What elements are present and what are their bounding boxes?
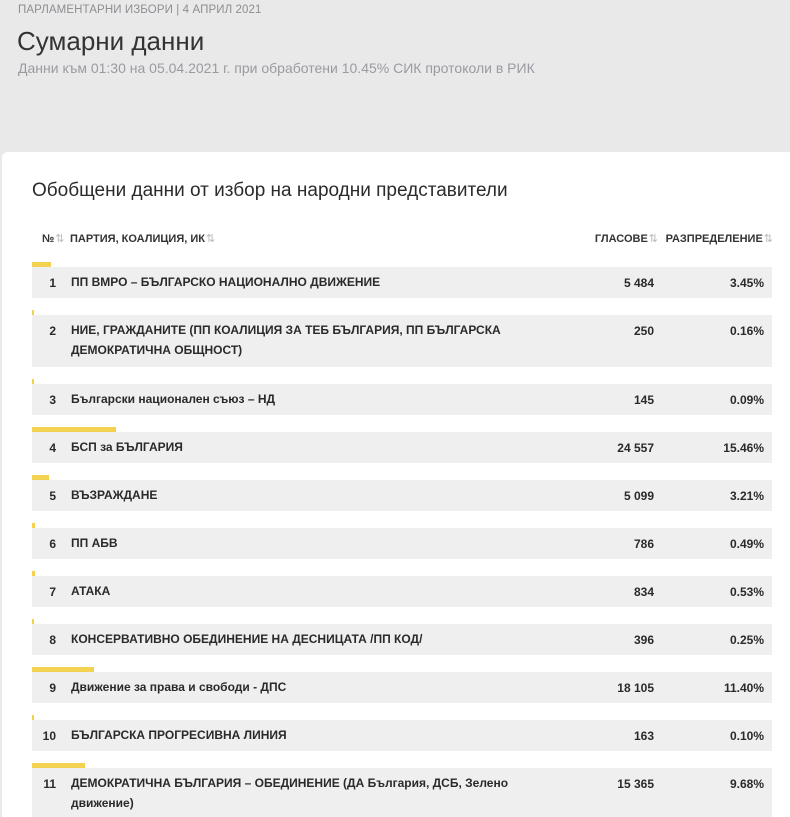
vote-share: 0.53%: [729, 585, 764, 599]
results-table-header: №⇅ ПАРТИЯ, КОАЛИЦИЯ, ИК⇅ ГЛАСОВЕ⇅ РАЗПРЕ…: [32, 232, 773, 252]
row-number: 8: [49, 633, 56, 647]
vote-share: 3.45%: [729, 276, 764, 290]
table-row[interactable]: 10 БЪЛГАРСКА ПРОГРЕСИВНА ЛИНИЯ 163 0.10%: [32, 715, 772, 751]
vote-share: 15.46%: [723, 441, 764, 455]
share-bar: [32, 475, 50, 480]
table-row[interactable]: 5 ВЪЗРАЖДАНЕ 5 099 3.21%: [32, 475, 772, 511]
row-body: 10 БЪЛГАРСКА ПРОГРЕСИВНА ЛИНИЯ 163 0.10%: [32, 720, 772, 751]
table-row[interactable]: 3 Български национален съюз – НД 145 0.09%: [32, 379, 772, 415]
column-header-party-label: ПАРТИЯ, КОАЛИЦИЯ, ИК: [70, 233, 205, 245]
party-name: ПП АБВ: [71, 536, 118, 550]
table-row[interactable]: 1 ПП ВМРО – БЪЛГАРСКО НАЦИОНАЛНО ДВИЖЕНИЕ…: [32, 262, 772, 298]
table-row[interactable]: 7 АТАКА 834 0.53%: [32, 571, 772, 607]
vote-count: 18 105: [617, 681, 654, 695]
row-number: 7: [49, 585, 56, 599]
row-body: 2 НИЕ, ГРАЖДАНИТЕ (ПП КОАЛИЦИЯ ЗА ТЕБ БЪЛ…: [32, 315, 772, 367]
share-bar: [32, 262, 51, 267]
table-row[interactable]: 2 НИЕ, ГРАЖДАНИТЕ (ПП КОАЛИЦИЯ ЗА ТЕБ БЪЛ…: [32, 310, 772, 367]
column-header-share-label: РАЗПРЕДЕЛЕНИЕ: [665, 233, 763, 245]
column-header-num-label: №: [42, 233, 55, 245]
row-number: 9: [49, 681, 56, 695]
party-name: БСП за БЪЛГАРИЯ: [71, 440, 183, 454]
row-body: 8 КОНСЕРВАТИВНО ОБЕДИНЕНИЕ НА ДЕСНИЦАТА /…: [32, 624, 772, 655]
vote-count: 163: [633, 729, 654, 743]
share-bar: [32, 379, 34, 384]
table-row[interactable]: 9 Движение за права и свободи - ДПС 18 105…: [32, 667, 772, 703]
row-body: 9 Движение за права и свободи - ДПС 18 105…: [32, 672, 772, 703]
row-body: 1 ПП ВМРО – БЪЛГАРСКО НАЦИОНАЛНО ДВИЖЕНИЕ…: [32, 267, 772, 298]
share-bar: [32, 310, 34, 315]
table-row[interactable]: 11 ДЕМОКРАТИЧНА БЪЛГАРИЯ – ОБЕДИНЕНИЕ (ДА…: [32, 763, 772, 817]
row-number: 1: [49, 276, 56, 290]
row-number: 4: [49, 441, 56, 455]
row-body: 4 БСП за БЪЛГАРИЯ 24 557 15.46%: [32, 432, 772, 463]
party-name: ВЪЗРАЖДАНЕ: [71, 488, 158, 502]
share-bar: [32, 715, 34, 720]
vote-share: 0.09%: [729, 393, 764, 407]
share-bar: [32, 619, 34, 624]
row-body: 11 ДЕМОКРАТИЧНА БЪЛГАРИЯ – ОБЕДИНЕНИЕ (ДА…: [32, 768, 772, 817]
table-row[interactable]: 4 БСП за БЪЛГАРИЯ 24 557 15.46%: [32, 427, 772, 463]
row-body: 6 ПП АБВ 786 0.49%: [32, 528, 772, 559]
party-name: ДЕМОКРАТИЧНА БЪЛГАРИЯ – ОБЕДИНЕНИЕ (ДА Б…: [71, 776, 509, 810]
column-header-party[interactable]: ПАРТИЯ, КОАЛИЦИЯ, ИК⇅: [70, 232, 215, 245]
share-bar: [32, 667, 95, 672]
column-header-share[interactable]: РАЗПРЕДЕЛЕНИЕ⇅: [665, 232, 773, 245]
results-card: Обобщени данни от избор на народни предс…: [2, 152, 790, 817]
vote-share: 11.40%: [723, 681, 764, 695]
sort-icon: ⇅: [763, 233, 773, 245]
vote-count: 5 484: [623, 276, 654, 290]
sort-icon: ⇅: [648, 233, 658, 245]
row-number: 11: [43, 777, 56, 791]
vote-count: 24 557: [617, 441, 654, 455]
party-name: КОНСЕРВАТИВНО ОБЕДИНЕНИЕ НА ДЕСНИЦАТА /П…: [71, 632, 423, 646]
row-number: 10: [42, 729, 56, 743]
table-row[interactable]: 6 ПП АБВ 786 0.49%: [32, 523, 772, 559]
results-table-body: 1 ПП ВМРО – БЪЛГАРСКО НАЦИОНАЛНО ДВИЖЕНИЕ…: [32, 262, 772, 817]
vote-share: 0.16%: [729, 324, 764, 338]
row-body: 7 АТАКА 834 0.53%: [32, 576, 772, 607]
column-header-votes-label: ГЛАСОВЕ: [594, 233, 648, 245]
share-bar: [32, 427, 117, 432]
page-title: Сумарни данни: [17, 26, 205, 56]
party-name: БЪЛГАРСКА ПРОГРЕСИВНА ЛИНИЯ: [71, 728, 287, 742]
share-bar: [32, 523, 35, 528]
vote-count: 145: [633, 393, 654, 407]
row-number: 5: [49, 489, 56, 503]
vote-count: 15 365: [617, 777, 654, 791]
data-status-subtitle: Данни към 01:30 на 05.04.2021 г. при обр…: [18, 60, 535, 76]
sort-icon: ⇅: [55, 233, 64, 245]
party-name: Български национален съюз – НД: [71, 392, 276, 406]
vote-count: 786: [633, 537, 654, 551]
sort-icon: ⇅: [205, 233, 215, 245]
vote-count: 5 099: [623, 489, 654, 503]
share-bar: [32, 763, 85, 768]
share-bar: [32, 571, 35, 576]
vote-share: 0.10%: [729, 729, 764, 743]
row-number: 6: [49, 537, 56, 551]
row-number: 3: [49, 393, 56, 407]
page-header: ПАРЛАМЕНТАРНИ ИЗБОРИ | 4 АПРИЛ 2021 Сума…: [0, 0, 790, 152]
vote-share: 9.68%: [729, 777, 764, 791]
vote-count: 396: [633, 633, 654, 647]
vote-share: 0.25%: [729, 633, 764, 647]
row-number: 2: [49, 324, 56, 338]
party-name: НИЕ, ГРАЖДАНИТЕ (ПП КОАЛИЦИЯ ЗА ТЕБ БЪЛГ…: [71, 323, 501, 357]
column-header-num[interactable]: №⇅: [42, 232, 65, 245]
vote-count: 250: [633, 324, 654, 338]
party-name: ПП ВМРО – БЪЛГАРСКО НАЦИОНАЛНО ДВИЖЕНИЕ: [71, 275, 381, 289]
table-row[interactable]: 8 КОНСЕРВАТИВНО ОБЕДИНЕНИЕ НА ДЕСНИЦАТА /…: [32, 619, 772, 655]
party-name: Движение за права и свободи - ДПС: [71, 680, 287, 694]
row-body: 3 Български национален съюз – НД 145 0.09%: [32, 384, 772, 415]
results-card-title: Обобщени данни от избор на народни предс…: [32, 180, 508, 201]
row-body: 5 ВЪЗРАЖДАНЕ 5 099 3.21%: [32, 480, 772, 511]
election-overline: ПАРЛАМЕНТАРНИ ИЗБОРИ | 4 АПРИЛ 2021: [18, 4, 262, 16]
column-header-votes[interactable]: ГЛАСОВЕ⇅: [594, 232, 658, 245]
vote-count: 834: [633, 585, 654, 599]
vote-share: 3.21%: [729, 489, 764, 503]
party-name: АТАКА: [71, 584, 111, 598]
vote-share: 0.49%: [729, 537, 764, 551]
